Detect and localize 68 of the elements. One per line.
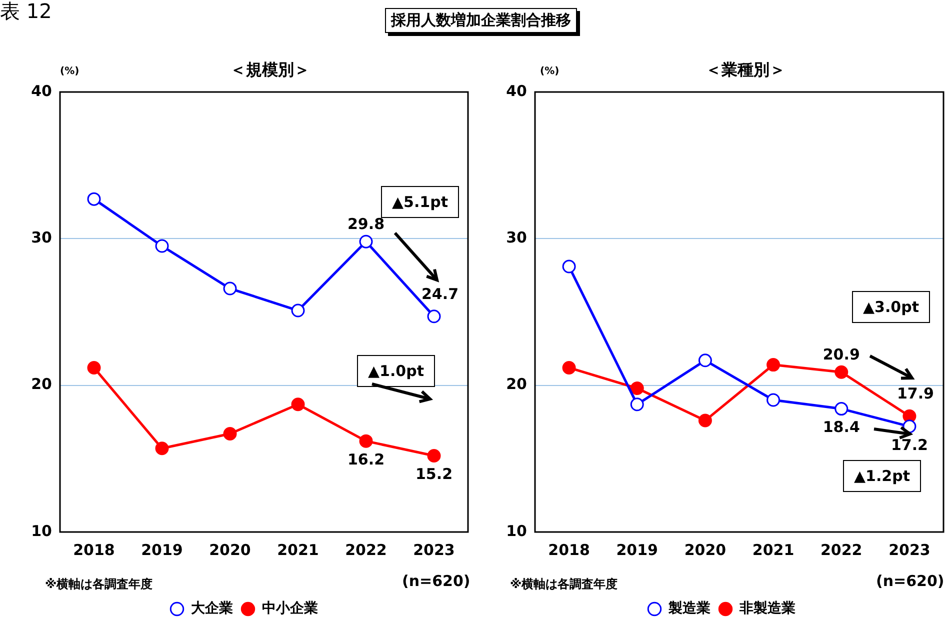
annotation: ▲3.0pt (852, 291, 930, 323)
point (766, 393, 780, 407)
point (630, 398, 644, 412)
data-label: 15.2 (415, 465, 453, 484)
data-label: 17.2 (890, 436, 928, 454)
data-label: 29.8 (347, 214, 385, 233)
point (155, 239, 169, 253)
y-tick-label: 30 (31, 228, 52, 247)
point (87, 360, 101, 374)
x-tick-label: 2018 (73, 540, 115, 559)
x-tick-label: 2019 (616, 540, 658, 559)
y-axis-title: (%) (60, 66, 80, 77)
legend-label: 大企業 (191, 600, 233, 617)
point (834, 365, 848, 379)
data-label: 18.4 (822, 418, 860, 436)
x-tick-label: 2018 (548, 540, 590, 559)
legend-label: 非製造業 (738, 600, 796, 617)
text: 表 12 (0, 0, 52, 25)
annotation: ▲5.1pt (392, 193, 448, 211)
annotation: ▲1.0pt (357, 355, 436, 387)
point (766, 358, 780, 372)
y-tick-label: 20 (31, 375, 52, 394)
point (155, 442, 169, 456)
data-label: 20.9 (822, 346, 860, 364)
point (223, 282, 237, 296)
point (223, 426, 237, 440)
point (359, 234, 373, 248)
point (291, 398, 305, 412)
chart-subtitle: ＜業種別＞ (706, 60, 786, 79)
y-tick-label: 20 (506, 375, 527, 394)
x-tick-label: 2019 (141, 540, 183, 559)
text: (n=620) (402, 572, 470, 590)
point (698, 354, 712, 368)
text: (n=620) (876, 572, 944, 590)
x-tick-label: 2023 (888, 540, 930, 559)
text: ※横軸は各調査年度 (510, 576, 618, 593)
point (427, 310, 441, 324)
data-label: 24.7 (421, 284, 459, 303)
y-tick-label: 10 (31, 522, 52, 540)
chart-title: 採用人数増加企業割合推移 (385, 8, 577, 33)
x-tick-label: 2021 (277, 540, 319, 559)
annotation: ▲1.2pt (843, 460, 922, 492)
y-tick-label: 40 (506, 82, 527, 100)
point (834, 402, 848, 416)
y-tick-label: 10 (506, 522, 527, 540)
point (291, 304, 305, 318)
point (562, 360, 576, 374)
point (427, 448, 441, 462)
y-tick-label: 30 (506, 228, 527, 247)
x-tick-label: 2023 (413, 540, 455, 559)
y-axis-title: (%) (540, 66, 560, 77)
x-tick-label: 2021 (752, 540, 794, 559)
point (562, 260, 576, 274)
legend-label: 中小企業 (262, 600, 318, 617)
x-tick-label: 2020 (684, 540, 726, 559)
chart-subtitle: ＜規模別＞ (230, 60, 310, 79)
point (630, 382, 644, 396)
point (359, 434, 373, 448)
data-label: 16.2 (347, 450, 385, 468)
x-tick-label: 2022 (820, 540, 862, 559)
point (87, 192, 101, 206)
data-label: 17.9 (896, 384, 934, 403)
x-tick-label: 2020 (209, 540, 251, 559)
point (698, 414, 712, 428)
y-tick-label: 40 (31, 82, 52, 100)
legend-label: 製造業 (668, 600, 710, 617)
x-tick-label: 2022 (345, 540, 387, 559)
text: ※横軸は各調査年度 (45, 576, 153, 593)
